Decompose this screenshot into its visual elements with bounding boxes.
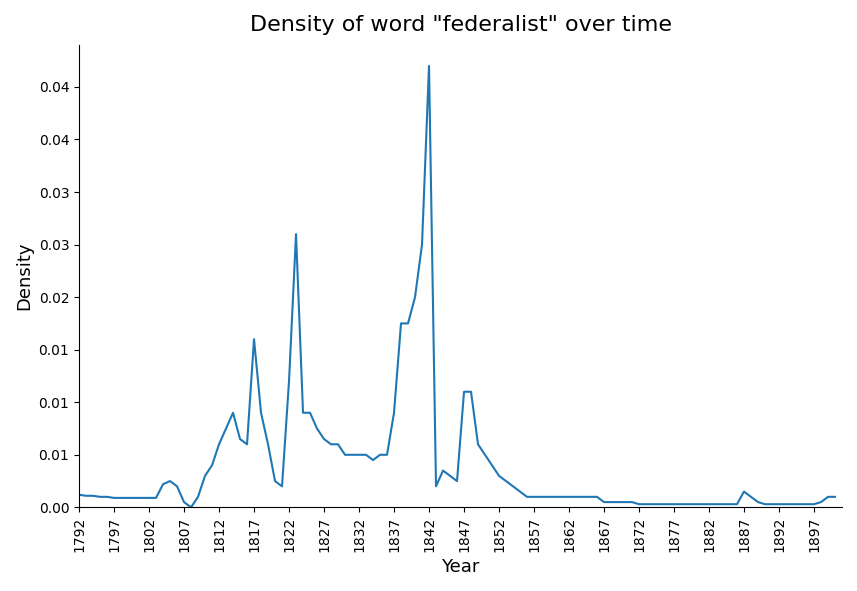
Title: Density of word "federalist" over time: Density of word "federalist" over time	[249, 15, 672, 35]
X-axis label: Year: Year	[441, 558, 480, 576]
Y-axis label: Density: Density	[15, 242, 33, 310]
